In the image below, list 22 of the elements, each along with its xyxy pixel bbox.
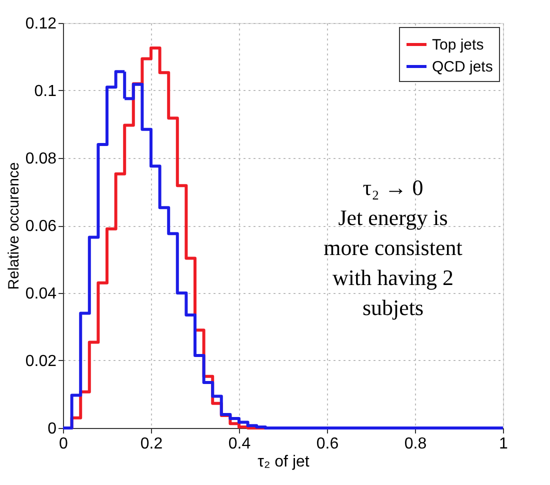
x-tick-label: 0.8 <box>404 436 427 452</box>
annotation: with having 2 <box>332 265 454 290</box>
y-axis-title: Relative occurence <box>5 162 22 290</box>
x-tick-label: 0.2 <box>140 436 163 452</box>
y-tick-label: 0.04 <box>25 286 57 302</box>
annotation: subjets <box>362 295 424 320</box>
annotation: more consistent <box>324 235 462 260</box>
x-tick-label: 0 <box>59 436 68 452</box>
y-tick-label: 0.12 <box>25 16 57 32</box>
annotation: τ₂ → 0 <box>362 175 424 200</box>
y-tick-label: 0.02 <box>25 353 57 370</box>
y-tick-label: 0.06 <box>25 218 57 235</box>
y-tick-label: 0.1 <box>34 83 57 100</box>
legend-label: QCD jets <box>432 58 493 76</box>
x-axis-title: τ₂ of jet <box>258 454 310 470</box>
y-tick-label: 0.08 <box>25 150 57 168</box>
y-tick-label: 0 <box>48 420 57 438</box>
annotation: Jet energy is <box>338 205 448 230</box>
legend-label: Top jets <box>432 36 484 54</box>
x-tick-label: 0.6 <box>316 436 339 452</box>
x-tick-label: 1 <box>499 436 508 452</box>
x-tick-label: 0.4 <box>228 436 251 452</box>
